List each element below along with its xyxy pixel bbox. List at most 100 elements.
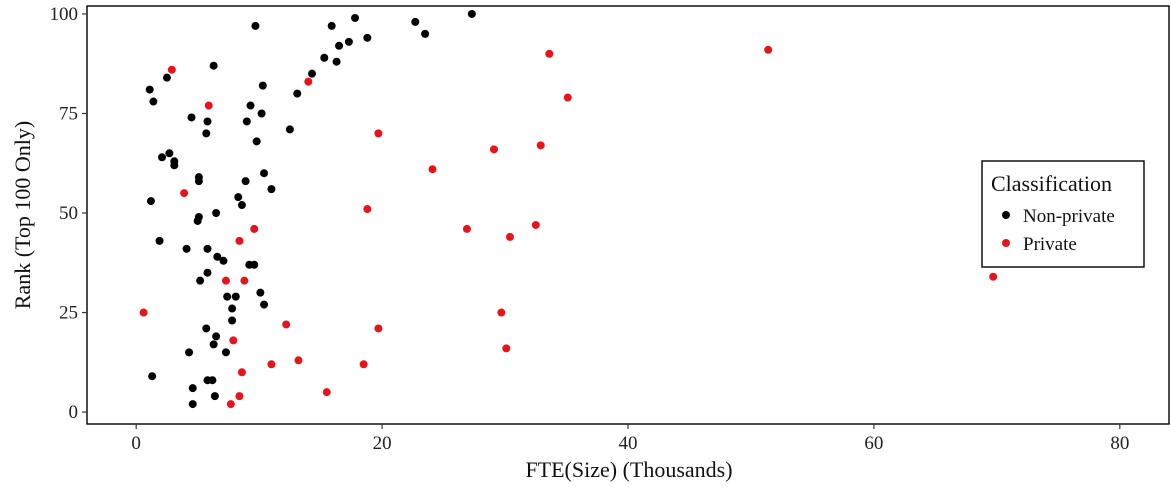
point-private [229,336,238,345]
x-axis: 0 20 40 60 80 [131,424,1129,454]
point-non-private [148,372,157,381]
point-private [167,65,176,74]
point-private [282,320,291,329]
point-non-private [208,376,217,385]
point-non-private [351,13,360,22]
point-non-private [252,137,261,146]
point-non-private [203,268,212,277]
y-tick-label: 75 [59,103,78,124]
point-non-private [193,216,202,225]
legend-label-non-private: Non-private [1023,206,1115,227]
y-tick-label: 0 [69,402,79,423]
point-private [536,141,545,150]
point-non-private [257,109,266,118]
point-non-private [212,209,221,218]
point-non-private [162,73,171,82]
point-private [235,392,244,401]
point-private [250,224,259,233]
point-non-private [228,304,237,313]
point-non-private [363,33,372,42]
legend-title: Classification [991,171,1112,196]
point-non-private [258,81,267,90]
point-private [180,189,189,198]
point-private [545,49,554,58]
point-non-private [251,21,260,30]
point-non-private [212,332,221,341]
point-non-private [202,129,211,138]
point-non-private [213,252,222,261]
point-private [363,205,372,214]
point-non-private [246,101,255,110]
point-non-private [267,185,276,194]
x-tick-label: 60 [864,433,883,454]
point-private [226,400,235,409]
point-non-private [421,29,430,38]
point-private [240,276,249,285]
point-private [267,360,276,369]
y-tick-label: 100 [50,4,79,25]
point-non-private [209,61,218,70]
point-non-private [260,169,269,178]
point-private [237,368,246,377]
point-non-private [250,260,259,269]
point-private [221,276,230,285]
x-tick-label: 40 [619,433,638,454]
point-non-private [260,300,269,309]
point-private [204,101,213,110]
point-non-private [203,117,212,126]
point-non-private [242,117,251,126]
point-private [989,272,998,281]
point-non-private [158,153,167,162]
point-non-private [149,97,158,106]
point-private [563,93,572,102]
point-non-private [320,53,329,62]
point-non-private [188,384,197,393]
point-non-private [308,69,317,78]
point-non-private [293,89,302,98]
point-non-private [145,85,154,94]
point-non-private [241,177,250,186]
point-non-private [185,348,194,357]
point-non-private [209,340,218,349]
point-private [531,220,540,229]
x-axis-title: FTE(Size) (Thousands) [525,457,732,482]
point-non-private [221,348,230,357]
point-non-private [165,149,174,158]
point-private [502,344,511,353]
point-non-private [188,400,197,409]
point-non-private [202,324,211,333]
point-private [322,388,331,397]
point-non-private [234,193,243,202]
point-private [428,165,437,174]
point-non-private [335,41,344,50]
point-non-private [411,17,420,26]
point-non-private [228,316,237,325]
point-non-private [210,392,219,401]
y-axis: 0 25 50 75 100 [50,4,87,423]
point-private [294,356,303,365]
point-non-private [256,288,265,297]
point-non-private [196,276,205,285]
point-private [462,224,471,233]
legend: Classification Non-private Private [981,160,1145,268]
point-private [497,308,506,317]
point-non-private [203,244,212,253]
point-private [764,45,773,54]
point-non-private [155,236,164,245]
point-non-private [146,197,155,206]
legend-label-private: Private [1023,234,1077,255]
point-private [505,232,514,241]
y-axis-title: Rank (Top 100 Only) [10,121,35,310]
point-non-private [327,21,336,30]
point-non-private [237,201,246,210]
point-non-private [285,125,294,134]
point-private [374,129,383,138]
point-private [489,145,498,154]
x-tick-label: 80 [1110,433,1129,454]
point-non-private [467,9,476,18]
point-private [374,324,383,333]
point-private [304,77,313,86]
legend-marker-non-private [1002,211,1010,219]
point-non-private [194,177,203,186]
